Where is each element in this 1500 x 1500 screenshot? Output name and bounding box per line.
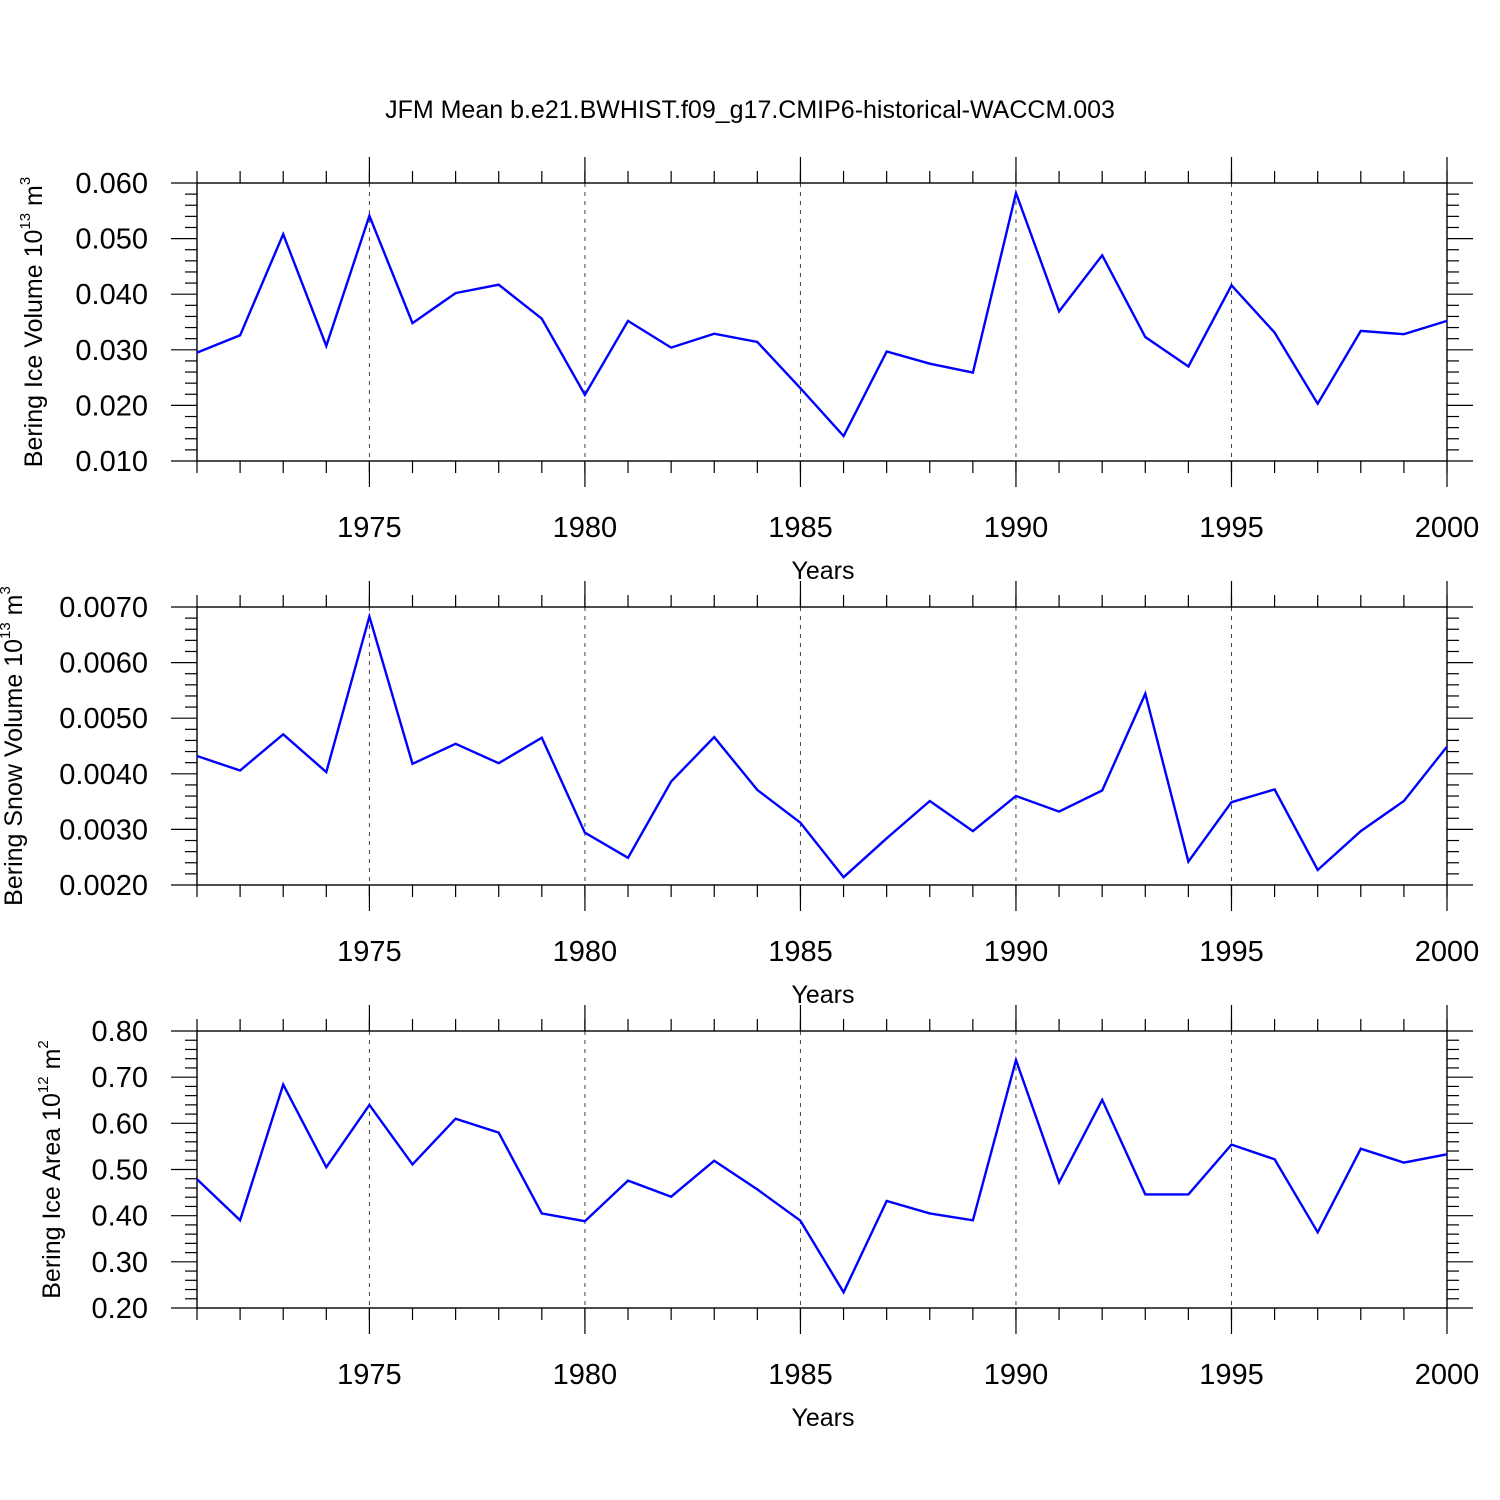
y-tick-label: 0.050 (75, 224, 148, 256)
x-tick-label: 1980 (553, 512, 618, 544)
y-tick-label: 0.50 (92, 1155, 148, 1187)
x-tick-label: 1980 (553, 936, 618, 968)
x-tick-label: 1975 (337, 1359, 402, 1391)
x-tick-label: 1985 (768, 1359, 833, 1391)
y-axis-label: Bering Ice Area 1012 m2 (35, 1040, 66, 1299)
y-tick-label: 0.40 (92, 1201, 148, 1233)
y-tick-label: 0.030 (75, 335, 148, 367)
x-axis-label: Years (791, 557, 854, 585)
x-tick-label: 1995 (1199, 1359, 1264, 1391)
y-tick-label: 0.020 (75, 390, 148, 422)
x-tick-label: 1995 (1199, 936, 1264, 968)
x-axis-label: Years (791, 981, 854, 1009)
y-tick-label: 0.80 (92, 1016, 148, 1048)
y-tick-label: 0.0020 (59, 870, 148, 902)
y-axis-label: Bering Snow Volume 1013 m3 (0, 586, 28, 906)
x-tick-label: 1985 (768, 512, 833, 544)
y-tick-label: 0.0060 (59, 648, 148, 680)
plot-frame (196, 606, 1448, 886)
y-tick-label: 0.040 (75, 279, 148, 311)
x-tick-label: 1990 (984, 512, 1049, 544)
y-tick-label: 0.60 (92, 1108, 148, 1140)
x-tick-label: 2000 (1415, 1359, 1480, 1391)
x-tick-label: 1975 (337, 936, 402, 968)
y-tick-label: 0.060 (75, 168, 148, 200)
series-line (196, 1056, 1448, 1295)
panel-3: 1975 1980 1985 1990 1995 2000 0.20 0.30 0.40 0.50… (35, 1005, 1479, 1432)
y-tick-label: 0.20 (92, 1293, 148, 1325)
panel-1: 1975 1980 1985 1990 1995 2000 0.010 0.020 0.030 0… (17, 157, 1479, 585)
y-tick-label: 0.010 (75, 446, 148, 478)
x-tick-label: 2000 (1415, 512, 1480, 544)
series-line (196, 612, 1448, 879)
x-tick-label: 1990 (984, 936, 1049, 968)
plot-frame (196, 1030, 1448, 1309)
y-tick-label: 0.30 (92, 1247, 148, 1279)
plot-frame (196, 182, 1448, 462)
x-tick-label: 2000 (1415, 936, 1480, 968)
series-line (196, 188, 1448, 439)
x-tick-label: 1980 (553, 1359, 618, 1391)
x-tick-label: 1995 (1199, 512, 1264, 544)
x-tick-label: 1985 (768, 936, 833, 968)
y-tick-label: 0.0030 (59, 814, 148, 846)
y-tick-label: 0.0050 (59, 703, 148, 735)
x-axis-label: Years (791, 1404, 854, 1432)
y-axis-label: Bering Ice Volume 1013 m3 (17, 177, 48, 467)
y-tick-label: 0.70 (92, 1062, 148, 1094)
x-tick-label: 1990 (984, 1359, 1049, 1391)
chart-title: JFM Mean b.e21.BWHIST.f09_g17.CMIP6-hist… (385, 96, 1115, 124)
y-tick-label: 0.0070 (59, 592, 148, 624)
x-tick-label: 1975 (337, 512, 402, 544)
y-tick-label: 0.0040 (59, 759, 148, 791)
panel-2: 1975 1980 1985 1990 1995 2000 0.0020 0.0030 0.00… (0, 581, 1479, 1009)
